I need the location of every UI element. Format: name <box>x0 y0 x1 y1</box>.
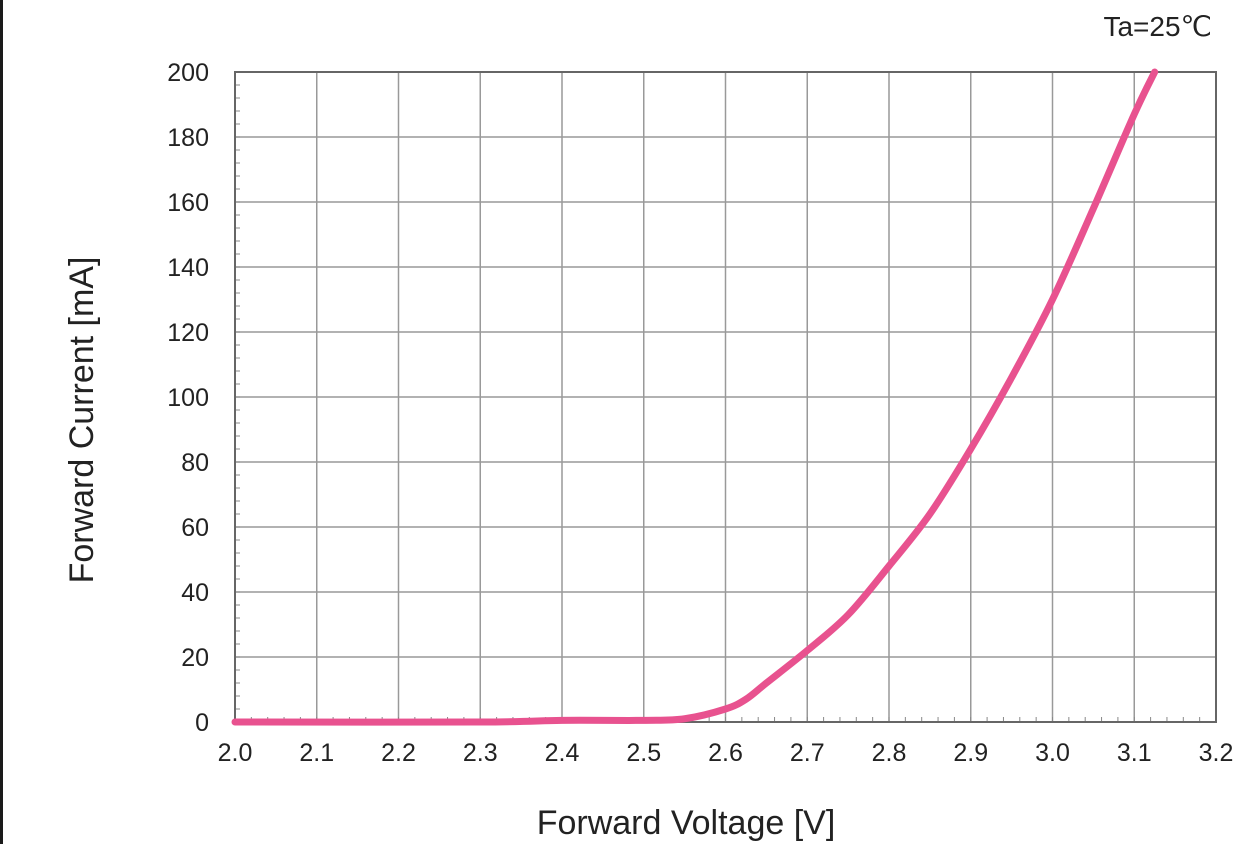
y-tick-label: 180 <box>167 124 209 152</box>
y-tick-label: 80 <box>181 449 209 477</box>
y-tick-label: 160 <box>167 189 209 217</box>
x-tick-label: 2.4 <box>545 739 580 767</box>
x-tick-label: 2.1 <box>299 739 334 767</box>
x-tick-label: 2.7 <box>790 739 825 767</box>
x-tick-label: 2.5 <box>626 739 661 767</box>
y-tick-label: 40 <box>181 579 209 607</box>
y-tick-labels: 0 20 40 60 80 100 120 140 160 180 200 <box>167 59 209 737</box>
grid <box>235 72 1216 722</box>
series-layer <box>231 68 1159 726</box>
x-tick-label: 2.2 <box>381 739 416 767</box>
y-axis-label: Forward Current [mA] <box>63 257 101 584</box>
y-tick-label: 140 <box>167 254 209 282</box>
x-tick-labels: 2.0 2.1 2.2 2.3 2.4 2.5 2.6 2.7 2.8 2.9 3.0 3.1 3.2 <box>218 739 1234 767</box>
window-left-border <box>0 0 3 844</box>
y-tick-label: 120 <box>167 319 209 347</box>
forward-current-curve <box>231 68 1159 726</box>
x-tick-label: 3.0 <box>1035 739 1070 767</box>
x-tick-label: 2.0 <box>218 739 253 767</box>
y-tick-label: 200 <box>167 59 209 87</box>
x-tick-label: 3.2 <box>1199 739 1234 767</box>
temperature-annotation: Ta=25℃ <box>1103 11 1212 42</box>
y-tick-label: 20 <box>181 644 209 672</box>
x-tick-label: 2.9 <box>953 739 988 767</box>
x-tick-label: 3.1 <box>1117 739 1152 767</box>
plot-frame <box>234 71 1217 723</box>
x-tick-label: 2.6 <box>708 739 743 767</box>
x-tick-label: 2.3 <box>463 739 498 767</box>
x-tick-label: 2.8 <box>872 739 907 767</box>
y-tick-label: 60 <box>181 514 209 542</box>
y-tick-label: 0 <box>195 709 209 737</box>
x-axis-label: Forward Voltage [V] <box>537 804 836 842</box>
y-tick-label: 100 <box>167 384 209 412</box>
